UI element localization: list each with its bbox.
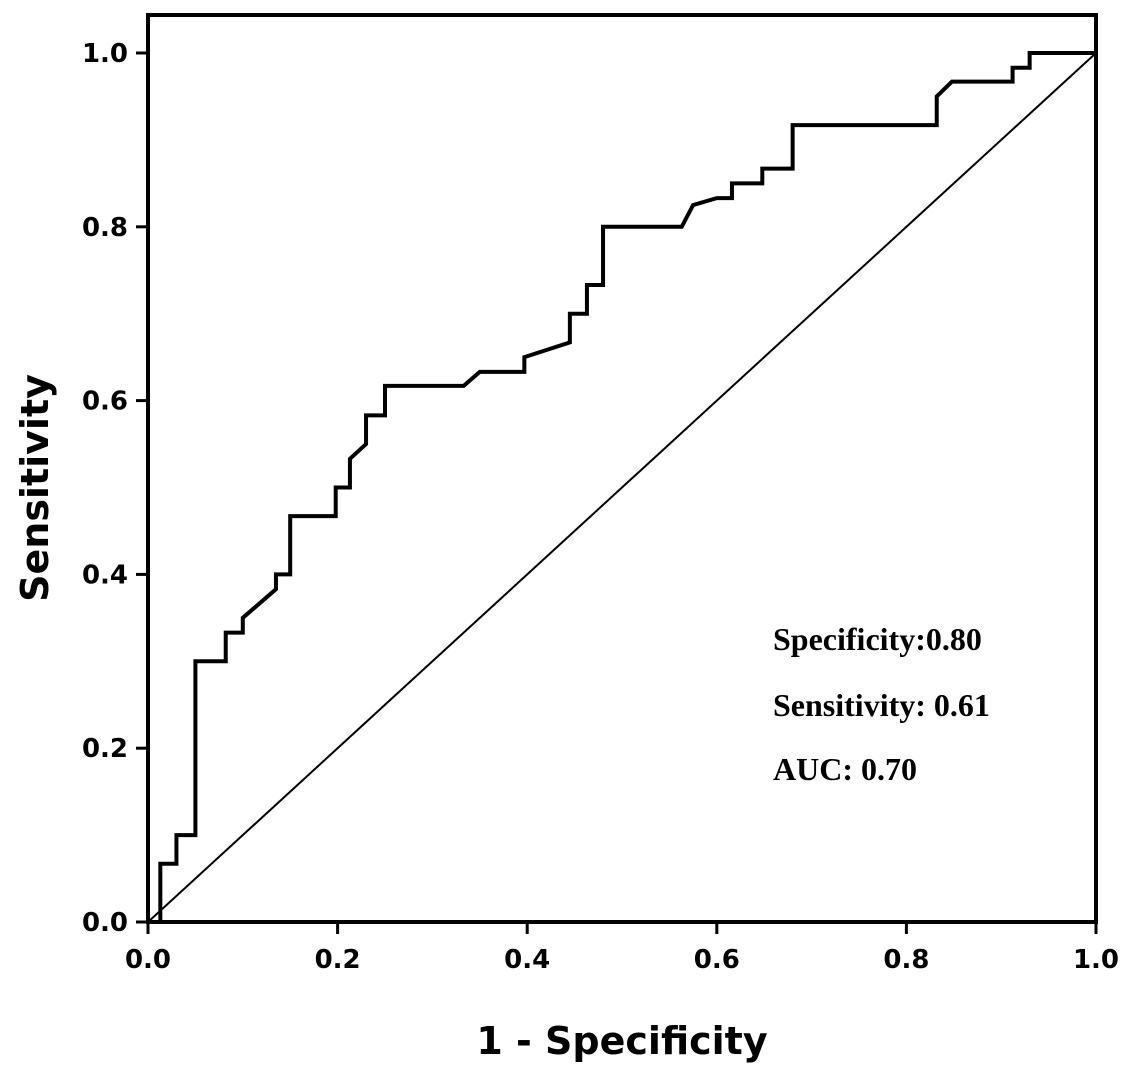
x-tick-label: 0.2 [315,945,361,975]
y-axis-title: Sensitivity [13,374,57,602]
reference-diagonal-line [148,53,1096,922]
annotation-specificity: Specificity:0.80 [773,621,982,657]
y-axis: 0.0 0.2 0.4 0.6 0.8 1.0 [82,39,148,938]
y-tick-label: 0.4 [82,560,128,590]
x-tick-label: 0.4 [504,945,550,975]
plot-frame [148,15,1096,922]
y-tick-label: 0.6 [82,387,128,417]
y-tick-label: 1.0 [82,39,128,69]
x-tick-label: 0.6 [694,945,740,975]
y-tick-label: 0.2 [82,734,128,764]
x-tick-label: 0.0 [125,945,171,975]
y-tick-label: 0.0 [82,908,128,938]
x-tick-label: 1.0 [1073,945,1119,975]
annotation-sensitivity: Sensitivity: 0.61 [773,687,990,723]
x-axis: 0.0 0.2 0.4 0.6 0.8 1.0 [125,922,1119,975]
y-tick-label: 0.8 [82,213,128,243]
x-axis-title: 1 - Specificity [476,1019,767,1063]
x-tick-label: 0.8 [883,945,929,975]
annotation-auc: AUC: 0.70 [773,751,917,787]
